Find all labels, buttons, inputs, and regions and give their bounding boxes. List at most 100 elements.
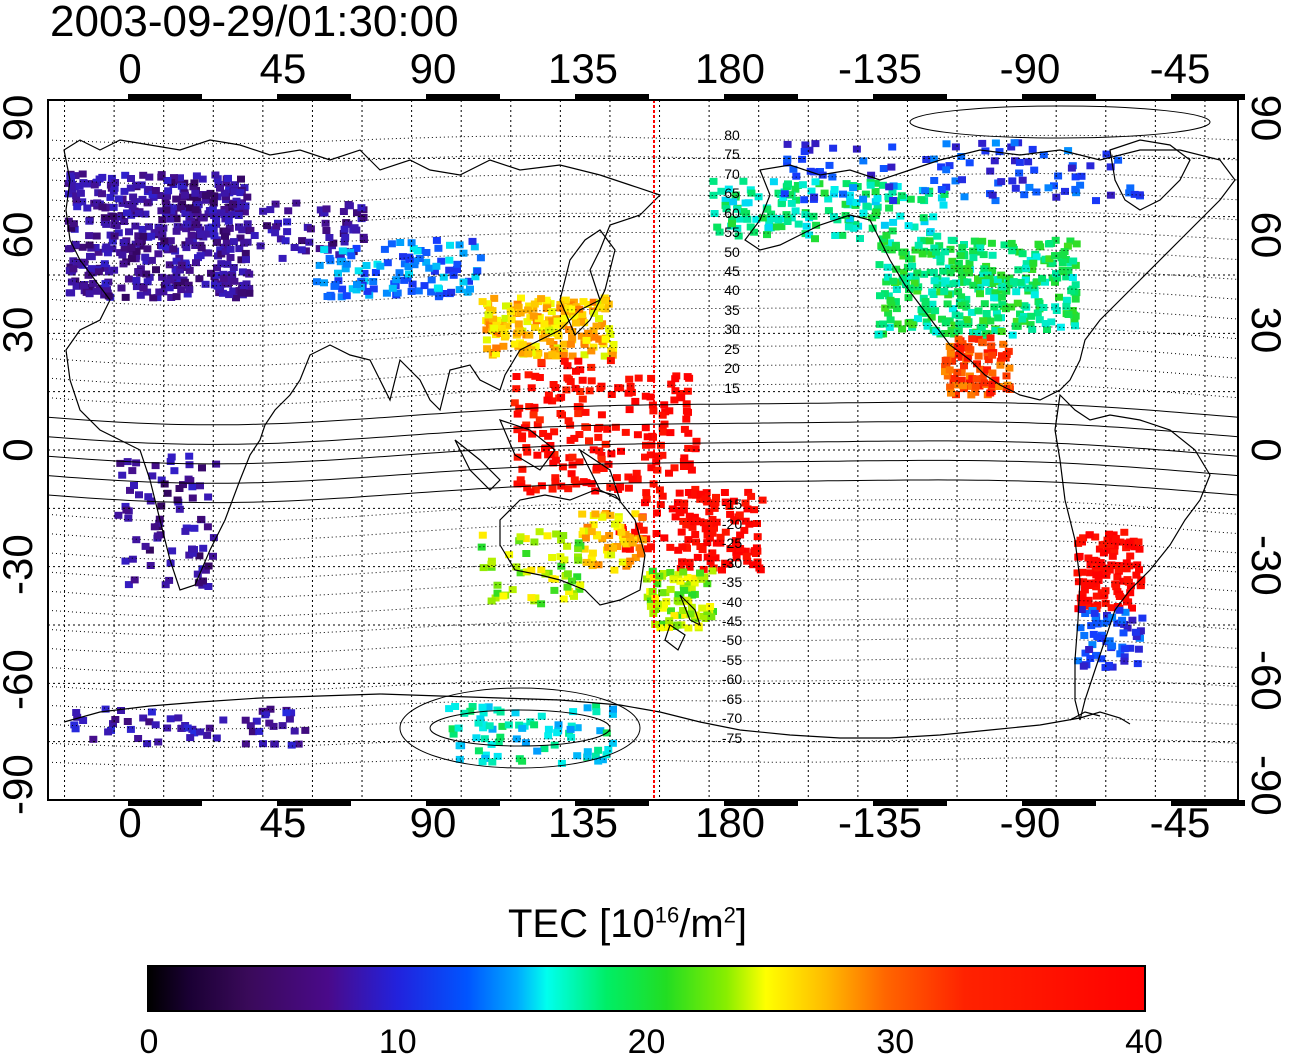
tec-cell — [1084, 554, 1093, 562]
tec-cell — [786, 191, 794, 199]
tec-cell — [993, 276, 1002, 284]
tec-cell — [1130, 190, 1139, 198]
tec-cell — [1034, 241, 1043, 249]
tec-cell — [598, 320, 607, 328]
tec-cell — [236, 234, 245, 242]
tec-cell — [453, 266, 461, 273]
tec-cell — [1078, 590, 1087, 598]
tec-cell — [643, 433, 652, 441]
tec-cell — [69, 220, 78, 228]
tec-cell — [1095, 545, 1104, 553]
tec-cell — [936, 330, 945, 338]
tec-cell — [113, 213, 122, 221]
tec-cell — [708, 549, 717, 557]
tec-cell — [974, 352, 983, 360]
tec-cell — [728, 215, 737, 223]
tec-cell — [445, 266, 454, 274]
tec-cell — [911, 246, 920, 254]
tec-cell — [741, 517, 750, 525]
tec-cell — [176, 174, 184, 182]
tec-cell — [1126, 552, 1135, 560]
tec-cell — [231, 287, 240, 295]
tec-cell — [954, 288, 963, 296]
tec-cell — [964, 343, 973, 351]
magnetic-pole-contour — [399, 687, 641, 769]
tec-cell — [945, 162, 954, 170]
tec-cell — [188, 209, 197, 217]
tec-cell — [884, 193, 893, 201]
tec-cell — [1129, 537, 1138, 545]
tec-cell — [950, 343, 959, 351]
tec-cell — [557, 562, 566, 570]
tec-cell — [988, 369, 997, 377]
tec-cell — [518, 724, 527, 732]
tec-cell — [583, 752, 592, 760]
tec-cell — [93, 199, 102, 207]
bottom-lon-tick: 180 — [694, 799, 766, 846]
magnetic-contour — [48, 211, 1238, 226]
tec-cell — [592, 322, 601, 330]
tec-cell — [673, 499, 682, 507]
tec-cell — [963, 265, 972, 273]
tec-cell — [583, 523, 592, 531]
tec-cell — [565, 588, 574, 595]
tec-cell — [660, 534, 669, 542]
tec-cell — [541, 444, 550, 452]
tec-cell — [581, 534, 590, 542]
tec-cell — [946, 245, 955, 253]
tec-cell — [570, 313, 579, 321]
tec-cell — [1092, 571, 1101, 579]
tec-cell — [497, 325, 506, 332]
tec-cell — [209, 198, 218, 206]
tec-cell — [407, 239, 416, 247]
tec-cell — [599, 465, 608, 472]
tec-cell — [904, 294, 913, 302]
tec-cell — [722, 205, 731, 213]
tec-cell — [957, 293, 966, 301]
tec-cell — [897, 192, 906, 200]
tec-cell — [193, 196, 202, 203]
tec-cell — [628, 475, 637, 483]
tec-cell — [152, 266, 160, 274]
tec-cell — [925, 237, 934, 245]
tec-cell — [237, 256, 246, 264]
tec-cell — [676, 611, 685, 619]
tec-cell — [505, 551, 514, 559]
tec-cell — [83, 180, 92, 188]
tec-cell — [590, 309, 599, 317]
tec-cell — [108, 237, 117, 245]
tec-cell — [638, 536, 647, 544]
tec-cell — [653, 509, 661, 517]
tec-cell — [294, 740, 303, 748]
tec-cell — [958, 244, 967, 252]
tec-cell — [905, 284, 914, 292]
tec-cell — [651, 594, 660, 602]
tec-cell — [222, 179, 231, 187]
tec-cell — [1002, 351, 1011, 358]
tec-cell — [764, 223, 773, 231]
tec-cell — [216, 246, 225, 254]
tec-cell — [246, 226, 255, 234]
tec-cell — [647, 464, 656, 472]
tec-cell — [67, 289, 76, 297]
tec-cell — [120, 245, 129, 253]
tec-cell — [921, 304, 930, 312]
tec-cell — [551, 478, 560, 486]
tec-cell — [1085, 646, 1094, 653]
tec-cell — [667, 380, 676, 388]
tec-cell — [181, 261, 190, 269]
tec-cell — [560, 357, 569, 365]
tec-cell — [634, 374, 643, 382]
tec-cell — [75, 182, 84, 190]
tec-cell — [134, 210, 143, 218]
tec-cell — [922, 318, 931, 326]
tec-cell — [1014, 266, 1023, 274]
tec-cell — [579, 298, 588, 306]
tec-cell — [1124, 598, 1133, 606]
tec-cell — [967, 391, 976, 399]
tec-cell — [954, 335, 963, 343]
tec-cell — [284, 207, 293, 215]
tec-cell — [111, 716, 120, 723]
tec-cell — [696, 518, 705, 526]
tec-cell — [78, 198, 87, 206]
